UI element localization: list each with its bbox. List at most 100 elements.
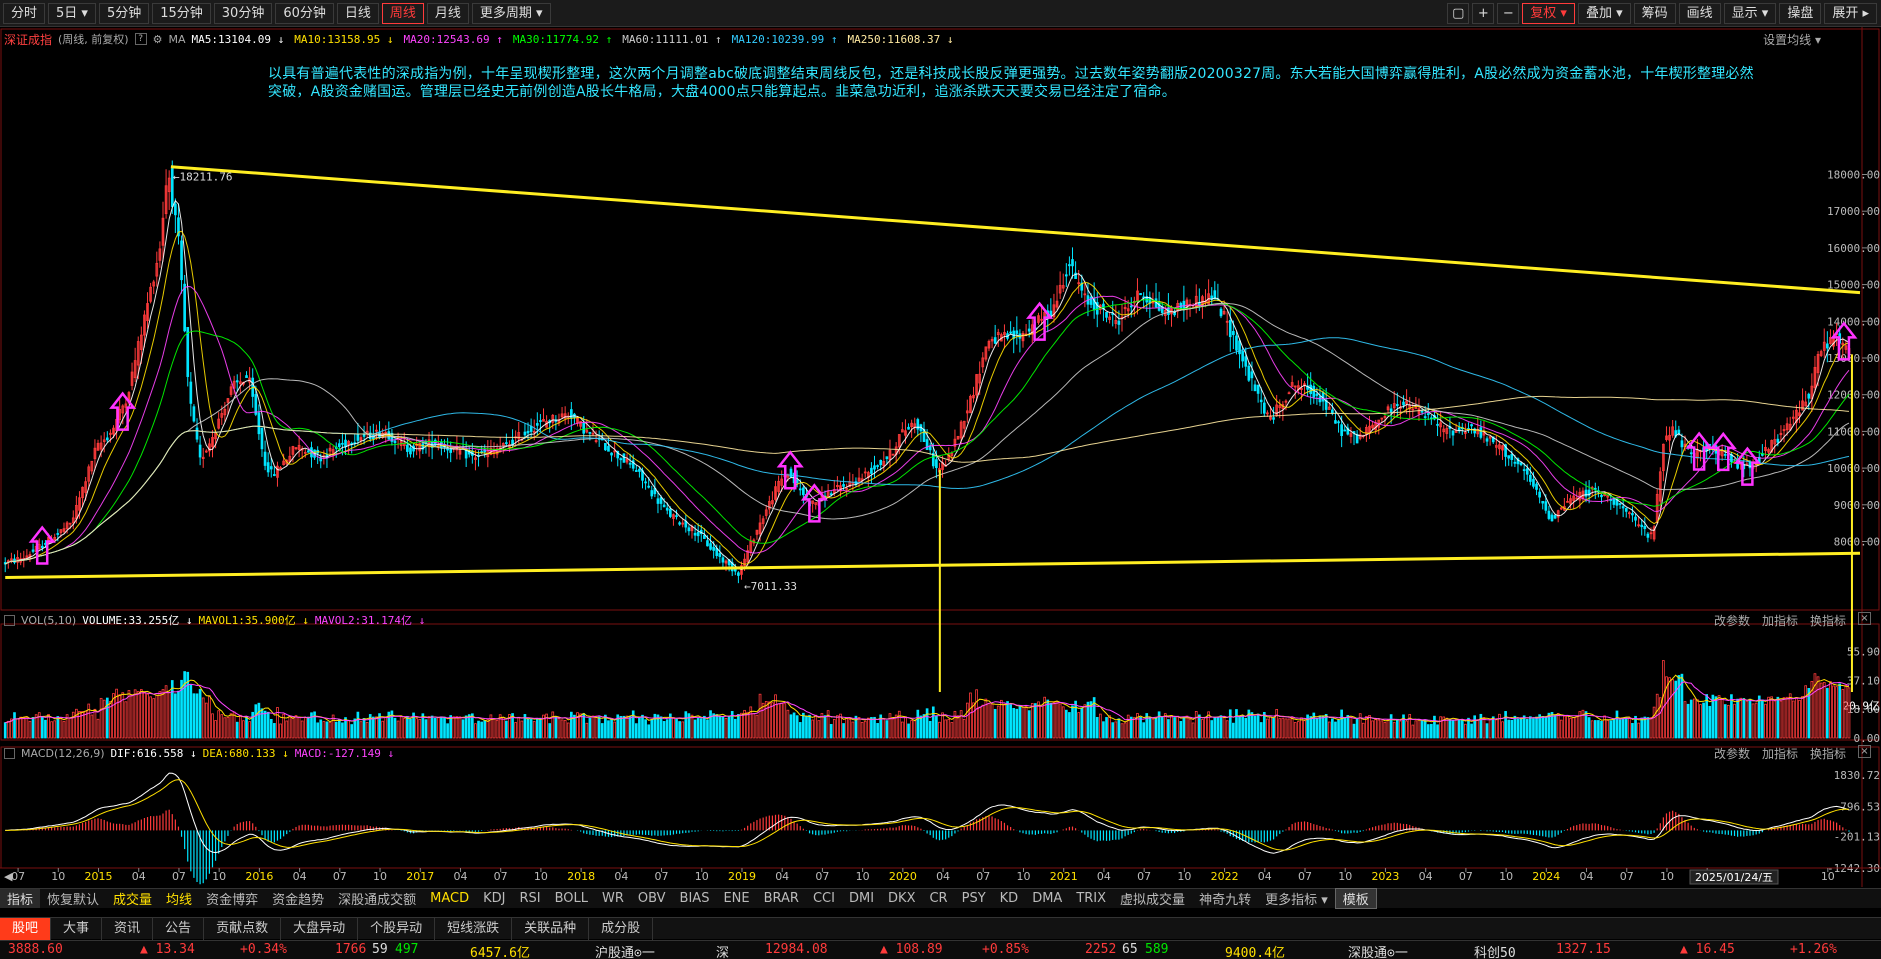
toolbar-button-6[interactable]: 画线 <box>1678 3 1721 24</box>
indicator-tab[interactable]: 更多指标 ▾ <box>1265 893 1328 908</box>
pane-action-2[interactable]: 换指标 <box>1809 747 1846 761</box>
indicator-tab[interactable]: 资金趋势 <box>272 893 325 908</box>
toolbar-button-8[interactable]: 操盘 <box>1779 3 1822 24</box>
candle <box>1652 524 1656 542</box>
candle <box>1445 424 1449 440</box>
indicator-tab[interactable]: KDJ <box>483 891 506 906</box>
indicator-tab[interactable]: RSI <box>519 891 541 906</box>
help-icon[interactable]: ? <box>134 33 147 45</box>
volume-bar <box>1352 723 1356 739</box>
volume-bar <box>990 703 994 739</box>
volume-bar <box>972 702 975 739</box>
period-tab-4[interactable]: 30分钟 <box>213 2 273 24</box>
pane-action-1[interactable]: 加指标 <box>1761 614 1798 628</box>
bottom-tab[interactable]: 资讯 <box>102 917 154 940</box>
volume-bar <box>987 702 991 739</box>
period-tab-2[interactable]: 5分钟 <box>98 2 150 24</box>
pane-action-1[interactable]: 加指标 <box>1761 747 1798 761</box>
indicator-tab[interactable]: 成交量 <box>113 893 153 908</box>
close-icon[interactable]: × <box>1858 745 1871 758</box>
candle <box>155 251 159 287</box>
indicator-tab[interactable]: DKX <box>888 891 916 906</box>
candle <box>802 486 805 504</box>
ma-settings-button[interactable]: 设置均线 ▾ <box>1763 33 1821 47</box>
minus-icon[interactable]: − <box>1497 3 1520 24</box>
volume-bar <box>384 716 388 739</box>
close-icon[interactable]: × <box>1858 612 1871 625</box>
bottom-tab[interactable]: 大事 <box>51 917 103 940</box>
indicator-tab[interactable]: DMI <box>848 891 875 906</box>
volume-bar <box>761 702 765 739</box>
bottom-tab[interactable]: 股吧 <box>0 917 52 940</box>
toolbar-button-7[interactable]: 显示 ▾ <box>1723 3 1777 24</box>
indicator-tab[interactable]: CR <box>929 891 948 906</box>
toolbar-button-4[interactable]: 叠加 ▾ <box>1577 3 1631 24</box>
candle <box>1064 263 1068 288</box>
bottom-tab[interactable]: 贡献点数 <box>204 917 282 940</box>
indicator-tab[interactable]: 深股通成交额 <box>338 893 417 908</box>
indicator-tab[interactable]: DMA <box>1032 891 1063 906</box>
bottom-tab[interactable]: 大盘异动 <box>281 917 359 940</box>
volume-bar <box>1188 718 1192 739</box>
period-tab-1[interactable]: 5日 ▾ <box>48 2 96 24</box>
period-tab-0[interactable]: 分时 <box>3 2 46 24</box>
indicator-tab[interactable]: 模板 <box>1334 888 1377 909</box>
volume-bar <box>904 716 907 739</box>
bottom-tab[interactable]: 成分股 <box>589 917 654 940</box>
indicator-tab[interactable]: MACD <box>430 891 470 906</box>
indicator-tab[interactable]: BIAS <box>679 891 710 906</box>
period-tab-7[interactable]: 周线 <box>381 2 424 24</box>
period-tab-9[interactable]: 更多周期 ▾ <box>471 2 551 24</box>
indicator-tab[interactable]: 神奇九转 <box>1199 893 1252 908</box>
volume-bar <box>1581 709 1585 739</box>
bottom-tab[interactable]: 个股异动 <box>358 917 436 940</box>
indicator-tab[interactable]: 指标 <box>0 889 41 908</box>
bottom-tab[interactable]: 关联品种 <box>512 917 590 940</box>
candle <box>610 452 613 462</box>
vol-toggle-icon[interactable] <box>4 614 15 626</box>
indicator-tab[interactable]: KD <box>999 891 1019 906</box>
candle <box>260 427 264 457</box>
pane-action-2[interactable]: 换指标 <box>1809 614 1846 628</box>
period-tab-5[interactable]: 60分钟 <box>275 2 334 24</box>
toolbar-button-3[interactable]: 复权 ▾ <box>1522 3 1575 24</box>
volume-bar <box>851 721 855 739</box>
index-title[interactable]: 深证成指 <box>4 32 53 47</box>
period-tab-6[interactable]: 日线 <box>336 2 379 24</box>
gear-icon[interactable]: ⚙ <box>152 32 163 46</box>
window-icon[interactable]: ▢ <box>1447 3 1470 24</box>
macd-toggle-icon[interactable] <box>4 747 15 759</box>
indicator-tab[interactable]: 均线 <box>166 893 193 908</box>
status-value: 深 <box>716 946 730 959</box>
toolbar-button-5[interactable]: 筹码 <box>1633 3 1676 24</box>
toolbar-button-9[interactable]: 展开 ▸ <box>1824 3 1877 24</box>
indicator-tab[interactable]: 恢复默认 <box>47 893 100 908</box>
indicator-tab[interactable]: TRIX <box>1076 891 1107 906</box>
indicator-tab[interactable]: CCI <box>812 891 835 906</box>
pane-action-0[interactable]: 改参数 <box>1713 747 1750 761</box>
indicator-tab[interactable]: BOLL <box>554 891 588 906</box>
indicator-tab[interactable]: OBV <box>637 891 666 906</box>
indicator-tab[interactable]: BRAR <box>763 891 799 906</box>
indicator-tab[interactable]: 资金博弈 <box>206 893 259 908</box>
candle <box>876 464 879 470</box>
pane-action-0[interactable]: 改参数 <box>1713 614 1750 628</box>
candle <box>266 452 270 477</box>
candle <box>1532 471 1535 489</box>
indicator-tab[interactable]: WR <box>602 891 624 906</box>
volume-bar <box>344 717 347 739</box>
volume-bar <box>1767 696 1770 739</box>
period-tab-8[interactable]: 月线 <box>426 2 469 24</box>
indicator-tab[interactable]: 虚拟成交量 <box>1120 893 1186 908</box>
volume-bar <box>715 714 719 739</box>
candle <box>1621 498 1625 518</box>
volume-bar <box>672 717 675 739</box>
bottom-tab[interactable]: 短线涨跌 <box>435 917 513 940</box>
plus-icon[interactable]: + <box>1472 3 1495 24</box>
bottom-tab[interactable]: 公告 <box>153 917 205 940</box>
indicator-tab[interactable]: ENE <box>723 891 750 906</box>
period-tab-3[interactable]: 15分钟 <box>152 2 211 24</box>
scroll-left-icon[interactable]: ◀ <box>4 870 13 883</box>
volume-bar <box>1358 713 1362 739</box>
indicator-tab[interactable]: PSY <box>961 891 986 906</box>
